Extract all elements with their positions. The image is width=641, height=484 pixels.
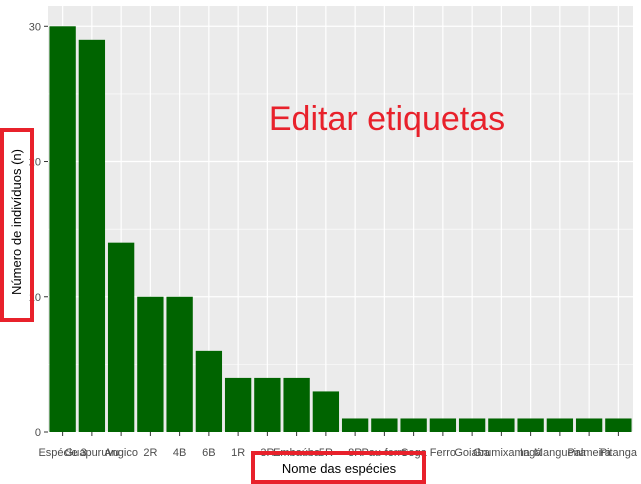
- x-tick-label: Palmeira: [567, 447, 611, 459]
- y-axis-title: Número de indivíduos (n): [9, 149, 24, 295]
- plot-panel: [48, 6, 633, 432]
- bar: [137, 296, 164, 432]
- bar: [283, 377, 310, 432]
- bar: [224, 377, 252, 432]
- bar: [429, 418, 457, 432]
- grid-lines: [48, 6, 633, 433]
- bar: [166, 296, 193, 432]
- x-tick-label: Ingá: [520, 447, 542, 459]
- y-tick-label: 30: [29, 21, 41, 33]
- bar: [458, 418, 486, 432]
- bar: [195, 350, 223, 432]
- bar: [605, 418, 632, 432]
- bar: [575, 418, 603, 432]
- bar: [400, 418, 427, 432]
- bar: [49, 26, 76, 433]
- y-label-highlight-box: [0, 128, 34, 322]
- bar: [341, 418, 369, 432]
- bar: [254, 377, 281, 432]
- x-tick-label: Ferro: [430, 447, 456, 459]
- y-tick-label: 0: [35, 427, 41, 439]
- x-tick-label: 1R: [231, 447, 245, 459]
- bars: [49, 26, 632, 433]
- edit-labels-annotation: Editar etiquetas: [269, 100, 505, 138]
- x-axis-title: Nome das espécies: [282, 461, 397, 476]
- x-tick-label: Mangueira: [534, 447, 587, 459]
- bar: [546, 418, 574, 432]
- x-tick-label: Guapuruvu: [65, 447, 119, 459]
- bar: [371, 418, 398, 432]
- x-tick-label: Grumixama: [473, 447, 531, 459]
- x-tick-label: 6B: [202, 447, 215, 459]
- x-label-highlight-box: [251, 451, 426, 484]
- x-tick-label: Goiaba: [454, 447, 490, 459]
- bar: [78, 39, 106, 433]
- x-tick-label: Angico: [104, 447, 138, 459]
- bar: [107, 242, 135, 432]
- x-tick-label: Espécie 3: [38, 447, 86, 459]
- x-tick-label: 2R: [143, 447, 157, 459]
- x-tick-label: Pitanga: [600, 447, 638, 459]
- bar: [517, 418, 544, 432]
- bar: [488, 418, 515, 432]
- x-tick-label: 4B: [173, 447, 186, 459]
- bar: [312, 391, 340, 432]
